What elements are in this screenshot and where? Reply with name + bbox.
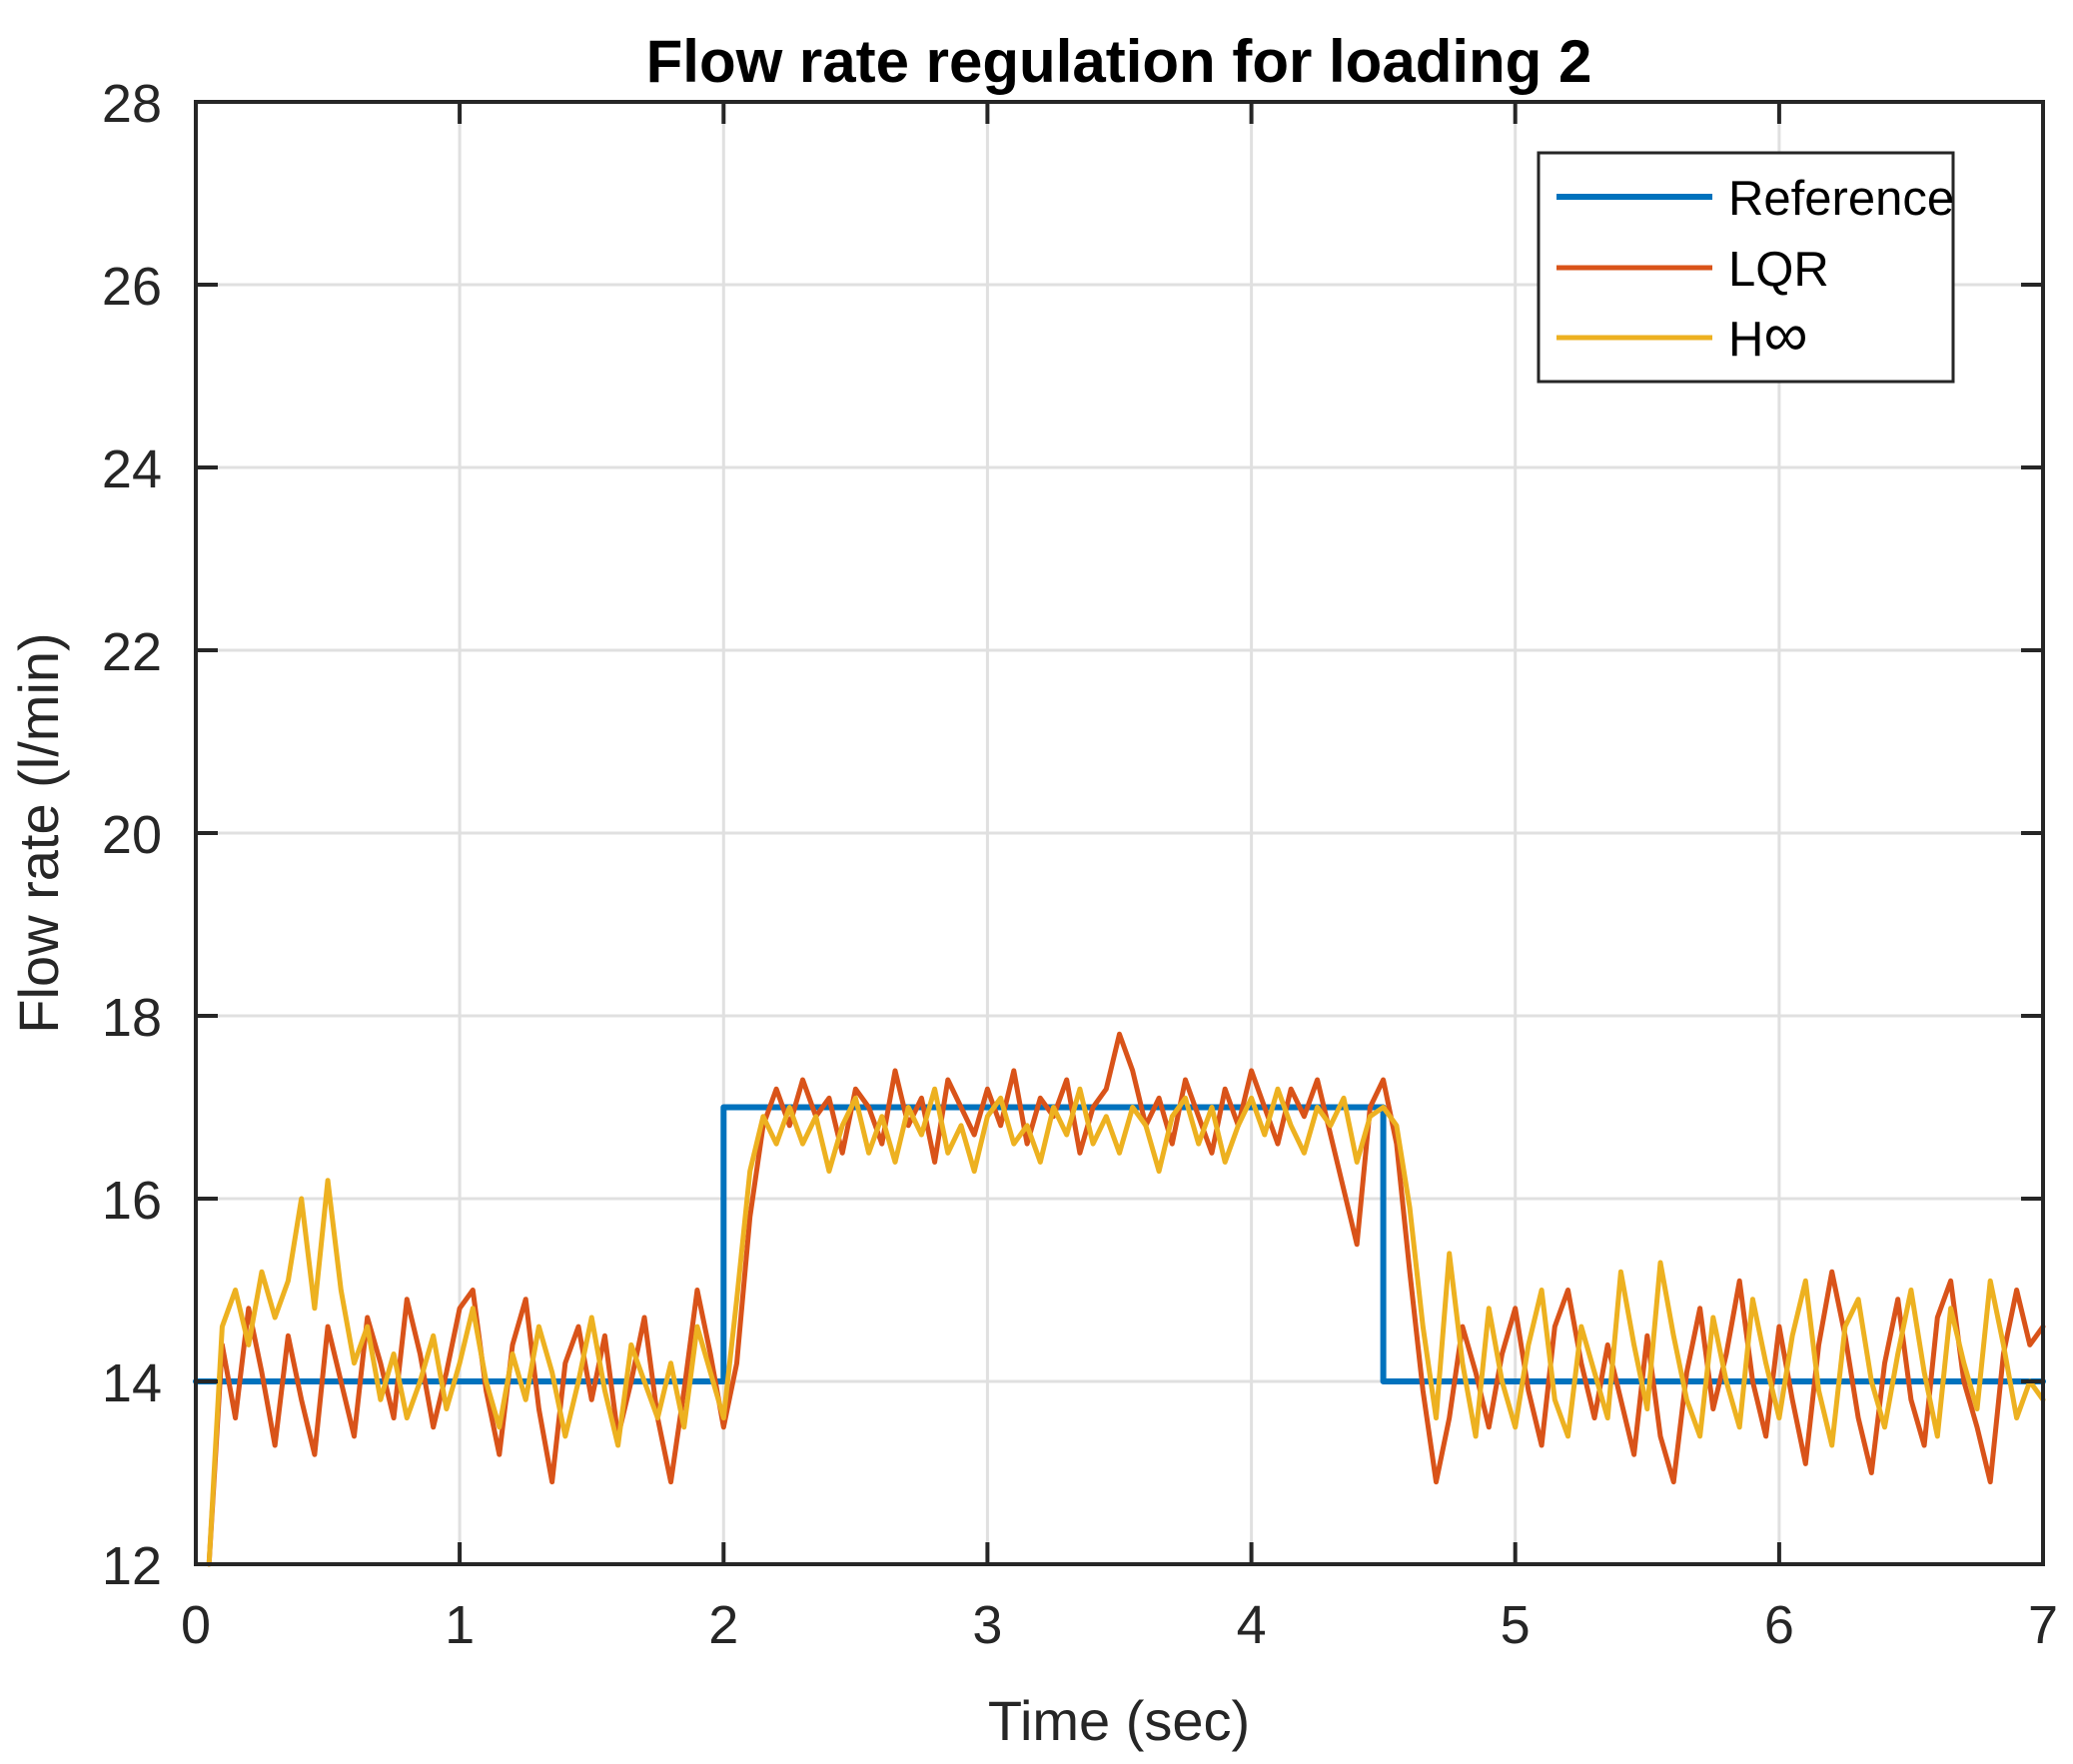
y-tick-label-18: 18 (102, 988, 162, 1048)
series-group (193, 1031, 2046, 1567)
series-lqr-line (206, 1031, 2046, 1567)
y-tick-label-12: 12 (102, 1536, 162, 1596)
grid (196, 102, 2043, 1564)
y-tick-label-20: 20 (102, 805, 162, 865)
series-hinf-line (206, 1086, 2046, 1567)
x-axis-label: Time (sec) (988, 1689, 1250, 1752)
legend-label-reference: Reference (1728, 172, 1954, 226)
legend-item-hinf: H∞ (1556, 301, 1808, 370)
y-tick-label-22: 22 (102, 622, 162, 682)
y-axis-label: Flow rate (l/min) (7, 632, 70, 1033)
x-tick-label-3: 3 (972, 1595, 1002, 1655)
x-tick-label-4: 4 (1237, 1595, 1267, 1655)
legend-label-hinf: H∞ (1728, 301, 1808, 370)
y-tick-label-14: 14 (102, 1353, 162, 1413)
y-tick-label-28: 28 (102, 74, 162, 134)
x-tick-label-0: 0 (181, 1595, 211, 1655)
x-tick-label-6: 6 (1764, 1595, 1794, 1655)
x-tick-label-2: 2 (708, 1595, 738, 1655)
legend-label-lqr: LQR (1728, 243, 1829, 297)
x-tick-label-5: 5 (1501, 1595, 1531, 1655)
y-tick-label-24: 24 (102, 440, 162, 499)
chart-title: Flow rate regulation for loading 2 (646, 28, 1592, 95)
x-tick-label-1: 1 (445, 1595, 475, 1655)
legend-item-lqr: LQR (1556, 243, 1829, 297)
y-tick-label-26: 26 (102, 257, 162, 317)
x-tick-label-7: 7 (2028, 1595, 2058, 1655)
tick-marks (194, 100, 2045, 1566)
y-tick-label-16: 16 (102, 1171, 162, 1231)
legend-item-reference: Reference (1556, 172, 1954, 226)
